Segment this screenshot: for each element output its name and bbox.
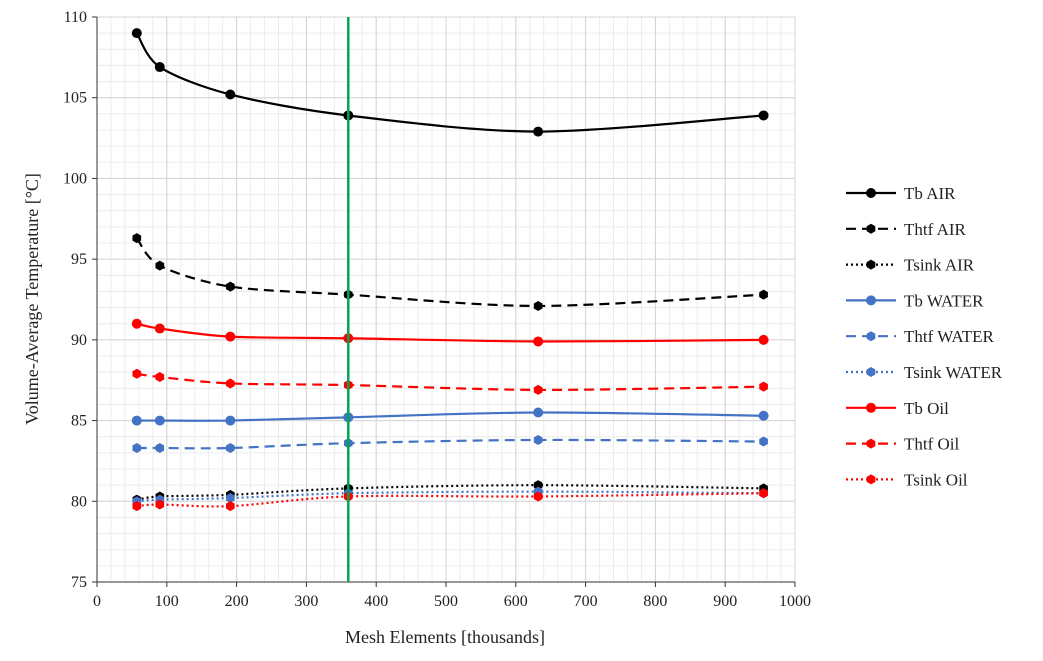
x-tick-labels: 0 100 200 300 400 500 600 700 800 900 1000 bbox=[93, 593, 811, 610]
data-point-tb-oil bbox=[758, 334, 769, 345]
data-point-tsink-air bbox=[533, 480, 543, 491]
data-point-tb-water bbox=[154, 415, 165, 426]
x-tick-label: 300 bbox=[294, 593, 318, 610]
y-tick-label: 85 bbox=[71, 413, 87, 430]
legend-swatch-marker bbox=[866, 331, 876, 342]
legend-swatch-marker bbox=[866, 438, 876, 449]
legend-item-tsink-air: Tsink AIR bbox=[846, 256, 975, 275]
legend-label: Tb Oil bbox=[904, 399, 949, 418]
series-layer bbox=[131, 28, 769, 512]
legend-label: Tb WATER bbox=[904, 291, 984, 310]
data-point-tb-oil bbox=[131, 318, 142, 329]
series-tb-water bbox=[131, 407, 769, 426]
data-point-thtf-air bbox=[132, 233, 142, 244]
legend-item-tsink-oil: Tsink Oil bbox=[846, 470, 968, 489]
legend-swatch-marker bbox=[866, 188, 876, 198]
legend-label: Thtf WATER bbox=[904, 327, 995, 346]
data-point-thtf-oil bbox=[759, 381, 768, 392]
data-point-tsink-water bbox=[225, 493, 235, 504]
data-point-tb-oil bbox=[154, 323, 165, 334]
y-tick-label: 90 bbox=[71, 332, 87, 349]
y-tick-label: 110 bbox=[64, 9, 87, 26]
data-point-thtf-oil bbox=[225, 378, 235, 389]
data-point-thtf-water bbox=[225, 443, 235, 454]
legend-item-thtf-air: Thtf AIR bbox=[846, 220, 967, 239]
x-tick-label: 0 bbox=[93, 593, 101, 610]
x-tick-label: 200 bbox=[225, 593, 249, 610]
data-point-tb-oil bbox=[225, 331, 236, 342]
data-point-tb-oil bbox=[533, 336, 544, 347]
series-tb-air bbox=[131, 28, 769, 137]
series-tsink-oil bbox=[132, 488, 768, 512]
legend-swatch-marker bbox=[866, 367, 876, 377]
data-point-thtf-air bbox=[533, 300, 543, 311]
legend-item-tb-water: Tb WATER bbox=[846, 291, 984, 310]
legend: Tb AIR Thtf AIR Tsink AIR Tb WATER Thtf WATE… bbox=[846, 184, 1003, 489]
data-point-thtf-air bbox=[225, 281, 235, 292]
legend-swatch-marker bbox=[866, 295, 876, 306]
x-tick-label: 700 bbox=[574, 593, 598, 610]
y-tick-label: 95 bbox=[71, 251, 87, 268]
series-thtf-water bbox=[132, 434, 768, 454]
legend-label: Tsink AIR bbox=[904, 256, 975, 275]
axes bbox=[92, 16, 796, 587]
x-tick-label: 1000 bbox=[779, 593, 811, 610]
data-point-tb-air bbox=[131, 28, 142, 39]
legend-label: Thtf Oil bbox=[904, 435, 960, 454]
data-point-tb-water bbox=[131, 415, 142, 426]
data-point-tsink-oil bbox=[759, 488, 768, 499]
data-point-thtf-oil bbox=[533, 384, 543, 395]
data-point-thtf-oil bbox=[155, 371, 165, 382]
data-point-tb-air bbox=[225, 89, 236, 100]
data-point-tb-air bbox=[758, 110, 769, 121]
x-tick-label: 400 bbox=[364, 593, 388, 610]
data-point-tb-air bbox=[533, 126, 544, 137]
legend-item-thtf-oil: Thtf Oil bbox=[846, 435, 960, 454]
data-point-tb-air bbox=[154, 62, 165, 73]
legend-swatch-marker bbox=[866, 223, 876, 234]
x-tick-label: 500 bbox=[434, 593, 458, 610]
legend-label: Tsink Oil bbox=[904, 470, 968, 489]
x-tick-label: 100 bbox=[155, 593, 179, 610]
legend-label: Tb AIR bbox=[904, 184, 956, 203]
legend-item-thtf-water: Thtf WATER bbox=[846, 327, 995, 346]
legend-item-tb-oil: Tb Oil bbox=[846, 399, 949, 418]
x-tick-label: 800 bbox=[643, 593, 667, 610]
data-point-tsink-oil bbox=[225, 501, 235, 512]
data-point-tsink-oil bbox=[132, 501, 142, 512]
data-point-thtf-water bbox=[132, 443, 142, 454]
x-tick-label: 600 bbox=[504, 593, 528, 610]
series-tb-oil bbox=[131, 318, 769, 347]
x-axis-title: Mesh Elements [thousands] bbox=[345, 627, 545, 647]
data-point-thtf-water bbox=[155, 443, 165, 454]
legend-swatch-marker bbox=[866, 402, 876, 413]
data-point-thtf-air bbox=[155, 260, 165, 271]
data-point-thtf-water bbox=[759, 436, 768, 447]
legend-swatch-marker bbox=[866, 259, 876, 270]
legend-item-tsink-water: Tsink WATER bbox=[846, 363, 1003, 382]
x-tick-label: 900 bbox=[713, 593, 737, 610]
y-axis-title: Volume-Average Temperature [°C] bbox=[22, 173, 42, 425]
data-point-tb-water bbox=[225, 415, 236, 426]
major-gridlines bbox=[96, 16, 796, 583]
data-point-tsink-oil bbox=[155, 499, 165, 510]
series-thtf-air bbox=[132, 233, 768, 311]
y-tick-label: 100 bbox=[63, 170, 87, 187]
data-point-tb-water bbox=[758, 410, 769, 421]
y-tick-label: 105 bbox=[63, 90, 87, 107]
legend-swatch-marker bbox=[866, 474, 876, 485]
legend-label: Tsink WATER bbox=[904, 363, 1003, 382]
data-point-tb-water bbox=[533, 407, 544, 418]
legend-label: Thtf AIR bbox=[904, 220, 967, 239]
y-tick-label: 80 bbox=[71, 493, 87, 510]
y-tick-labels: 75 80 85 90 95 100 105 110 bbox=[63, 9, 87, 591]
y-tick-label: 75 bbox=[71, 574, 87, 591]
data-point-tsink-oil bbox=[533, 491, 543, 502]
series-thtf-oil bbox=[132, 368, 768, 395]
data-point-thtf-oil bbox=[132, 368, 142, 379]
legend-item-tb-air: Tb AIR bbox=[846, 184, 956, 203]
data-point-thtf-air bbox=[759, 289, 768, 300]
data-point-thtf-water bbox=[533, 434, 543, 445]
